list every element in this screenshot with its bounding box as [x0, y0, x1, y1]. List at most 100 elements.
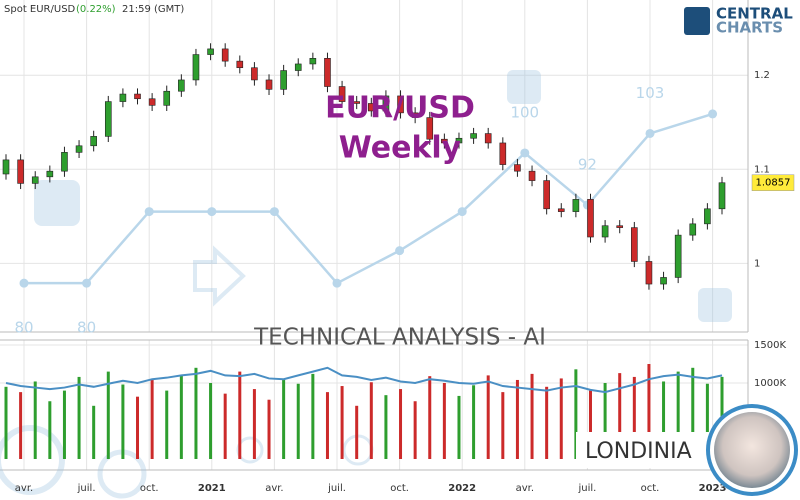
banner: TECHNICAL ANALYSIS - AI [253, 325, 546, 351]
candle-body [718, 182, 726, 210]
volume-bar [399, 389, 403, 459]
volume-bar [545, 386, 549, 459]
change: (0.22%) [76, 4, 116, 15]
candles-layer [2, 43, 726, 290]
candle-body [689, 223, 697, 236]
candle-body [455, 137, 463, 144]
score-label: 80 [14, 319, 33, 337]
volume-bar [311, 373, 315, 459]
volume-bar [106, 371, 110, 459]
score-line [24, 112, 713, 285]
volume-bar [530, 373, 534, 459]
volume-bar [48, 401, 52, 459]
logo-line2: CHARTS [716, 19, 783, 37]
volume-bar [325, 392, 329, 459]
volume-bar [647, 364, 651, 459]
score-point [708, 109, 718, 119]
volume-bar [705, 383, 709, 459]
x-tick-label: oct. [390, 483, 409, 494]
candle-body [587, 199, 594, 238]
y-tick-label: 1.2 [754, 70, 770, 81]
time: 21:59 (GMT) [122, 4, 184, 15]
x-tick-label: oct. [140, 483, 159, 494]
candle-body [557, 208, 565, 212]
volume-bar [442, 383, 446, 459]
volume-bar [413, 401, 417, 459]
volume-bar [238, 371, 242, 459]
volume-bar [77, 376, 81, 459]
volume-tick-label: 1000K [754, 378, 786, 389]
volume-bar [92, 405, 96, 459]
candle-body [294, 63, 302, 71]
volume-bar [428, 376, 432, 459]
score-point [82, 278, 92, 288]
x-tick-label: avr. [265, 483, 283, 494]
score-label: 92 [578, 156, 597, 174]
candle-body [426, 117, 434, 140]
volume-bar [384, 395, 388, 459]
candle-body [17, 159, 24, 184]
volume-bar [603, 383, 607, 459]
last-price: 1.0857 [756, 178, 791, 189]
candle-body [514, 164, 521, 172]
candle-body [353, 101, 360, 104]
candle-body [251, 67, 258, 81]
volume-bar [501, 392, 505, 459]
volume-bar [209, 383, 213, 459]
candle-body [484, 133, 492, 144]
watermark-subtitle: Weekly [339, 131, 462, 166]
x-tick-label: 2023 [699, 483, 727, 494]
volume-average-line [5, 366, 723, 394]
last-price-box [751, 174, 795, 191]
volume-bar [662, 381, 666, 459]
candle-body [148, 98, 156, 106]
x-tick-label: avr. [15, 483, 33, 494]
volume-layer [4, 364, 724, 459]
volume-bar [515, 379, 519, 459]
candle-body [207, 48, 214, 55]
score-point [520, 148, 530, 158]
candle-body [674, 234, 682, 278]
candle-body [309, 58, 317, 65]
candle-body [616, 225, 624, 228]
score-point [144, 207, 154, 217]
candle-body [441, 138, 448, 144]
x-tick-label: oct. [641, 483, 660, 494]
candle-body [104, 101, 112, 137]
x-tick-label: juil. [77, 483, 96, 494]
candle-body [368, 103, 375, 112]
candle-body [61, 152, 68, 172]
volume-bar [588, 390, 592, 459]
volume-bar [691, 367, 695, 459]
candle-body [382, 95, 390, 112]
y-tick-label: 1 [754, 258, 760, 269]
logo-icon [684, 7, 710, 35]
score-point [19, 278, 29, 288]
candle-body [660, 277, 667, 285]
candle-body [470, 133, 477, 139]
x-tick-label: avr. [516, 483, 534, 494]
candle-body [572, 199, 580, 212]
candle-body [397, 95, 404, 114]
candle-body [134, 93, 141, 100]
volume-bar [252, 389, 256, 459]
candle-body [221, 48, 229, 62]
candle-body [31, 176, 39, 184]
x-tick-label: juil. [577, 483, 596, 494]
volume-tick-label: 1500K [754, 340, 786, 351]
volume-bar [136, 396, 140, 459]
instrument: Spot EUR/USD [4, 4, 76, 15]
candle-body [90, 136, 97, 147]
volume-bar [282, 379, 286, 459]
volume-bar [355, 405, 359, 459]
volume-bar [296, 383, 300, 459]
volume-bar [62, 390, 66, 459]
score-point [645, 128, 655, 138]
candle-body [631, 227, 638, 262]
volume-bar [150, 379, 154, 459]
brand: LONDINIA [585, 439, 692, 464]
candle-body [163, 90, 171, 106]
x-tick-label: 2022 [448, 483, 476, 494]
logo-line1: CENTRAL [716, 5, 793, 23]
candle-body [265, 79, 273, 90]
